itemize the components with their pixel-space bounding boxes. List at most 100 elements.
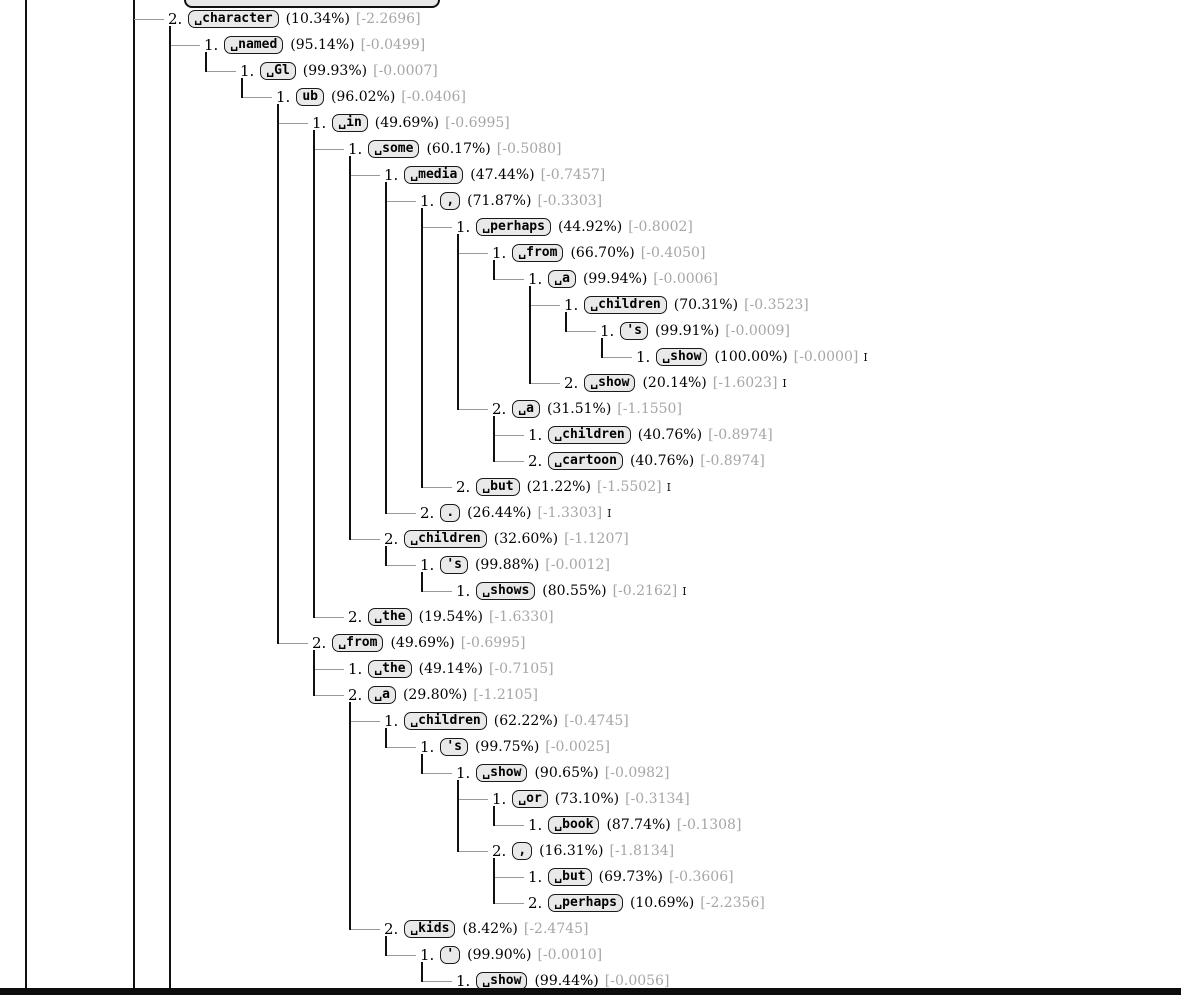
token-box[interactable]: ␣book [548,816,600,834]
tree-node-row: 1. ␣the (49.14%) [-0.7105] [348,656,554,682]
node-probability: (40.76%) [637,427,703,443]
node-probability: (49.69%) [390,635,455,651]
tree-connector-vertical [385,936,387,956]
tree-connector-vertical [421,208,423,488]
tree-connector-horizontal [386,955,416,956]
tree-connector-vertical [421,754,423,774]
tree-connector-horizontal [350,175,380,176]
token-box[interactable]: ␣kids [404,920,456,938]
token-box[interactable]: ␣children [584,296,667,314]
tree-node-row: 2. ␣the (19.54%) [-1.6330] [348,604,554,630]
node-logprob: [-0.6995] [445,115,510,131]
token-box[interactable]: ' [440,946,461,964]
tree-node-row: 2. ␣character (10.34%) [-2.2696] [168,6,421,32]
token-box[interactable]: ␣the [368,608,412,626]
token-box[interactable]: , [440,192,461,210]
token-box[interactable]: ␣perhaps [548,894,623,912]
node-logprob: [-2.2696] [355,11,421,27]
tree-connector-vertical [601,338,603,358]
node-probability: (71.87%) [467,193,532,209]
token-box[interactable]: ␣cartoon [548,452,623,470]
tree-connector-vertical [529,286,531,384]
tree-connector-horizontal [422,487,452,488]
token-box[interactable]: 's [440,556,468,574]
node-rank: 2. [456,478,471,496]
node-rank: 2. [564,374,579,392]
token-box[interactable]: ␣some [368,140,420,158]
token-box[interactable]: ␣children [404,712,487,730]
tree-connector-horizontal [278,123,308,124]
tree-connector-horizontal [314,695,344,696]
tree-node-row: 1. 's (99.88%) [-0.0012] [420,552,610,578]
node-rank: 1. [456,582,471,600]
token-box[interactable]: 's [620,322,648,340]
node-logprob: [-0.8974] [700,453,765,469]
token-box[interactable]: ␣shows [476,582,536,600]
node-probability: (99.90%) [467,947,532,963]
tree-connector-horizontal [494,877,524,878]
tree-connector-vertical [385,182,387,514]
token-box[interactable]: 's [440,738,468,756]
token-box[interactable]: ub [296,88,324,106]
node-probability: (95.14%) [290,37,355,53]
token-box[interactable]: ␣a [512,400,540,418]
node-probability: (20.14%) [642,375,707,391]
token-box[interactable]: ␣Gl [260,62,296,80]
node-rank: 2. [420,504,435,522]
token-box[interactable]: ␣in [332,114,368,132]
node-rank: 1. [528,816,543,834]
token-box[interactable]: ␣from [332,634,384,652]
tree-connector-horizontal [566,331,596,332]
token-box[interactable]: , [512,842,533,860]
node-logprob: [-0.0009] [725,323,790,339]
token-box[interactable]: ␣show [476,764,528,782]
token-box[interactable]: ␣but [476,478,520,496]
token-box[interactable]: ␣perhaps [476,218,551,236]
node-probability: (49.69%) [374,115,440,131]
node-rank: 1. [420,738,435,756]
token-box[interactable]: ␣or [512,790,548,808]
token-box[interactable]: ␣character [188,10,279,28]
token-box[interactable]: ␣show [584,374,636,392]
token-box[interactable]: ␣a [548,270,576,288]
node-probability: (10.69%) [629,895,695,911]
node-rank: 1. [456,218,471,236]
node-probability: (32.60%) [493,531,559,547]
token-box[interactable]: ␣children [404,530,487,548]
node-rank: 1. [492,790,507,808]
tree-node-row: 2. ␣a (29.80%) [-1.2105] [348,682,538,708]
tree-node-row: 1. ␣but (69.73%) [-0.3606] [528,864,734,890]
token-box[interactable]: ␣named [224,36,284,54]
node-rank: 1. [384,166,399,184]
tree-connector-vertical [421,572,423,592]
node-logprob: [-2.4745] [523,921,589,937]
node-rank: 2. [384,530,399,548]
node-rank: 2. [528,452,543,470]
tree-connector-vertical [421,962,423,982]
token-box[interactable]: ␣media [404,166,464,184]
tree-connector-vertical [565,312,567,332]
tree-connector-horizontal [602,357,632,358]
token-box[interactable]: ␣children [548,426,631,444]
tree-connector-horizontal [278,643,308,644]
node-probability: (87.74%) [606,817,671,833]
token-box[interactable]: ␣but [548,868,592,886]
node-logprob: [-0.0012] [545,557,610,573]
node-logprob: [-0.2162] [612,583,678,599]
tree-node-row: 1. ␣book (87.74%) [-0.1308] [528,812,741,838]
node-rank: 2. [348,608,363,626]
tree-node-row: 1. ␣or (73.10%) [-0.3134] [492,786,690,812]
tree-node-row: 1. ␣children (40.76%) [-0.8974] [528,422,773,448]
token-box[interactable]: . [440,504,461,522]
node-rank: 1. [348,140,363,158]
token-box[interactable]: ␣from [512,244,564,262]
token-box[interactable]: ␣the [368,660,412,678]
tree-node-row: 2. ␣children (32.60%) [-1.1207] [384,526,629,552]
tree-connector-horizontal [530,383,560,384]
tree-connector-horizontal [170,45,200,46]
token-box[interactable]: ␣show [656,348,708,366]
tree-connector-horizontal [386,747,416,748]
token-box[interactable]: ␣a [368,686,396,704]
node-logprob: [-0.7457] [540,167,606,183]
tree-connector-horizontal [314,669,344,670]
